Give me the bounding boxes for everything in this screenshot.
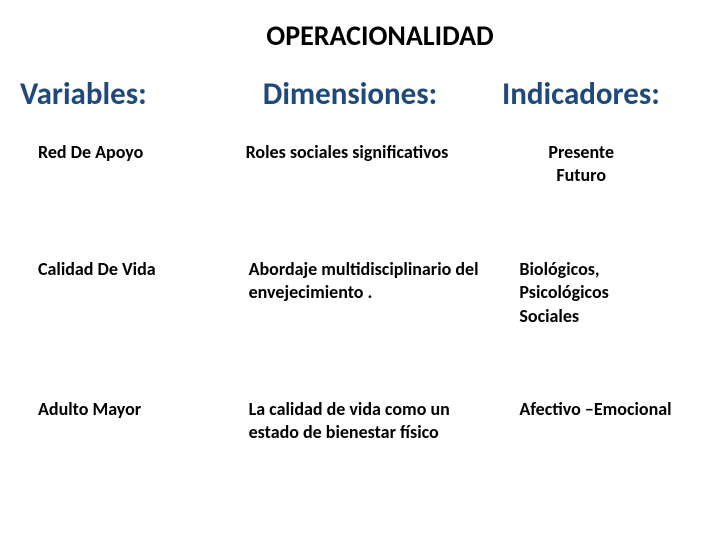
indicador-line: Afectivo –Emocional <box>519 398 700 421</box>
dimension-cell: Abordaje multidisciplinario del envejeci… <box>219 258 500 305</box>
indicador-line: Psicológicos <box>519 281 700 304</box>
slide-title: OPERACIONALIDAD <box>60 18 700 53</box>
variable-cell: Calidad De Vida <box>20 258 219 280</box>
table-row: Calidad De Vida Abordaje multidisciplina… <box>20 258 700 328</box>
dimension-cell: La calidad de vida como un estado de bie… <box>219 398 500 445</box>
header-variables: Variables: <box>20 75 218 113</box>
indicador-line: Presente <box>492 141 670 164</box>
indicador-cell: Presente Futuro <box>492 141 700 188</box>
indicador-line: Futuro <box>492 164 670 187</box>
variable-cell: Adulto Mayor <box>20 398 219 420</box>
header-indicadores: Indicadores: <box>482 75 700 113</box>
column-headers-row: Variables: Dimensiones: Indicadores: <box>20 75 700 113</box>
table-row: Adulto Mayor La calidad de vida como un … <box>20 398 700 445</box>
indicador-line: Biológicos, <box>519 258 700 281</box>
slide: OPERACIONALIDAD Variables: Dimensiones: … <box>0 0 720 540</box>
dimension-cell: Roles sociales significativos <box>216 141 493 164</box>
variable-cell: Red De Apoyo <box>20 141 216 163</box>
indicador-cell: Biológicos, Psicológicos Sociales <box>499 258 700 328</box>
indicador-line: Sociales <box>519 305 700 328</box>
table-row: Red De Apoyo Roles sociales significativ… <box>20 141 700 188</box>
indicador-cell: Afectivo –Emocional <box>499 398 700 421</box>
header-dimensiones: Dimensiones: <box>218 75 482 113</box>
